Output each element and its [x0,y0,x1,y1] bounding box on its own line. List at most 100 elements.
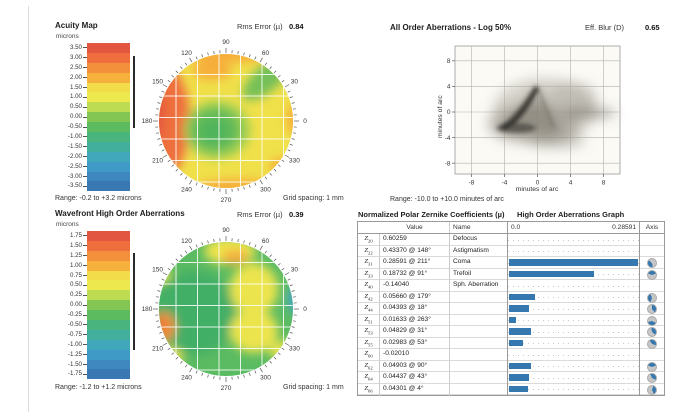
psf-blob [487,78,616,149]
zernike-row: Z40 -0.14040 Sph. Aberration [358,280,664,293]
zernike-bar-cell [508,234,640,247]
axis-orientation-icon [647,269,657,280]
zernike-bar-cell [508,372,640,385]
acuity-range-indicator [133,56,135,128]
axis-orientation-icon [647,292,657,303]
zernike-term: Z22 [358,245,380,259]
zernike-axis-cell [640,303,664,316]
psf-y-tick: 8 [447,58,451,65]
acuity-colorbar: 3.50 3.00 2.50 2.00 1.50 1.00 0.50 0.00 -0.50 -1.… [56,43,130,192]
zernike-axis-cell [640,361,664,374]
zernike-name [450,337,508,351]
angle-label: 90 [222,39,230,46]
colorbar-band: 2.50 [56,62,130,73]
zernike-term: Z64 [358,372,380,385]
angle-label: 270 [221,385,232,392]
acuity-grid-label: Grid spacing: 1 mm [283,195,344,202]
acuity-rms-value: 0.84 [289,22,304,31]
zernike-term: Z40 [358,280,380,293]
zernike-row: Z53 0.04829 @ 31° [358,326,664,339]
axis-orientation-icon [647,373,657,384]
zernike-table-header: Value Name 0.0 0.28591 Axis [358,221,664,234]
zernike-value: 0.04437 @ 43° [380,372,450,385]
eff-blur-label: Eff. Blur (D) [585,23,625,32]
zernike-row: Z20 0.60259 Defocus [358,234,664,247]
hoa-map-surface [159,242,293,376]
angle-label: 0 [303,118,307,125]
zernike-row: Z42 0.05660 @ 179° [358,291,664,305]
colorbar-band: -1.00 [56,339,130,350]
zernike-name [450,349,508,362]
axis-orientation-icon [647,338,657,349]
zernike-bar-cell [508,349,640,362]
colorbar-band: 0.25 [56,290,130,301]
coefficient-bar [509,293,535,300]
zernike-header-value: Value [380,222,450,233]
zernike-row: Z55 0.02983 @ 53° [358,337,664,351]
axis-orientation-icon [647,315,657,326]
zernike-axis-cell [640,338,664,351]
zernike-row: Z66 0.04301 @ 4° [358,383,664,397]
zernike-bar-cell [508,360,640,374]
angle-label: 270 [221,197,232,204]
zernike-name [450,372,508,385]
colorbar-band: 0.00 [56,112,130,123]
zernike-header-name: Name [450,222,508,233]
coefficient-bar [509,362,532,369]
zernike-value: 0.04393 @ 18° [380,303,450,316]
psf-x-tick: -4 [502,180,508,187]
zernike-graph-scale: 0.0 0.28591 [508,222,640,233]
psf-ticklabels: -8 -8 -4 -4 0 0 4 4 8 8 [445,58,606,187]
zernike-name [450,360,508,374]
colorbar-band: -1.50 [56,359,130,370]
zernike-axis-cell [640,372,664,385]
zernike-axis-cell [640,384,664,397]
acuity-unit-label: microns [56,33,79,40]
colorbar-band: 0.50 [56,102,130,113]
coefficient-bar [509,374,529,381]
zernike-row: Z31 0.28591 @ 211° Coma [358,257,664,270]
zernike-bar-cell [508,257,640,270]
colorbar-band: 2.00 [56,72,130,83]
angle-label: 120 [181,238,192,245]
zernike-term: Z20 [358,234,380,247]
angle-label: 90 [222,227,230,234]
colorbar-band: -3.00 [56,171,130,182]
colorbar-band: -3.50 [56,181,130,192]
psf-range-label: Range: -10.0 to +10.0 minutes of arc [390,196,504,203]
zernike-graph-title: High Order Aberrations Graph [517,210,625,219]
angle-label: 330 [289,158,300,165]
angle-label: 150 [152,79,163,86]
coefficient-bar [509,305,529,312]
psf-x-tick: 0 [536,180,540,187]
colorbar-band: 1.00 [56,92,130,103]
zernike-value: 0.05660 @ 179° [380,291,450,305]
zernike-table: Value Name 0.0 0.28591 Axis Z20 0.60259 De… [357,221,665,397]
acuity-range-label: Range: -0.2 to +3.2 microns [55,195,142,202]
hoa-rms-label: Rms Error (µ) [237,210,283,219]
coefficient-bar [509,259,638,266]
hoa-grid-label: Grid spacing: 1 mm [283,384,344,391]
zernike-row: Z44 0.04393 @ 18° [358,303,664,316]
angle-label: 240 [181,375,192,382]
zernike-value: 0.04903 @ 90° [380,360,450,374]
hoa-range-indicator [133,253,135,350]
zernike-value: 0.02983 @ 53° [380,337,450,351]
zernike-name: Defocus [450,234,508,247]
zernike-name [450,326,508,339]
zernike-value: 0.28591 @ 211° [380,257,450,270]
psf-ylabel: minutes of arc [437,95,444,138]
graph-scale-min: 0.0 [511,224,521,231]
ticks [153,48,299,194]
angle-label: 60 [262,50,270,57]
angle-label: 0 [303,306,307,313]
angle-label: 180 [142,118,153,125]
hoa-range-label: Range: -1.2 to +1.2 microns [55,384,142,391]
zernike-name [450,303,508,316]
psf-y-tick: -8 [445,160,451,167]
angle-label: 300 [260,375,271,382]
angle-label: 30 [291,267,299,274]
angle-label: 240 [181,187,192,194]
zernike-table-title: Normalized Polar Zernike Coefficients (µ… [358,210,505,219]
